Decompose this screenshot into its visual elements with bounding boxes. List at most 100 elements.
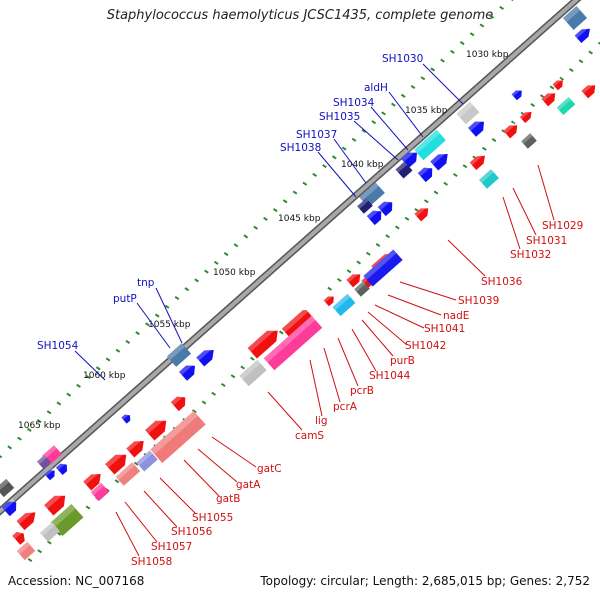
- gene-label-SH1056[interactable]: SH1056: [171, 526, 213, 538]
- gene-feature: [456, 101, 480, 125]
- gene-label-pcrA[interactable]: pcrA: [333, 401, 358, 413]
- gene-label-SH1032[interactable]: SH1032: [510, 249, 551, 261]
- scale-tick: [27, 427, 32, 432]
- scale-tick: [115, 348, 121, 353]
- gene-label-SH1058[interactable]: SH1058: [131, 556, 172, 568]
- gene-label-gatA[interactable]: gatA: [236, 479, 261, 491]
- gene-label-nadE[interactable]: nadE: [443, 310, 469, 322]
- scale-tick: [66, 392, 72, 397]
- gene-label-SH1031[interactable]: SH1031: [526, 235, 567, 247]
- scale-tick: [253, 225, 258, 230]
- scale-tick: [479, 23, 485, 28]
- gene-label-SH1042[interactable]: SH1042: [405, 340, 446, 352]
- gene-feature: [401, 148, 417, 168]
- gene-label-SH1034[interactable]: SH1034: [333, 97, 375, 109]
- gene-feature: [44, 467, 55, 481]
- scale-tick: [404, 216, 410, 221]
- gene-feature: [281, 304, 314, 340]
- scale-tick: [223, 252, 229, 257]
- scale-tick: [105, 357, 111, 362]
- gene-label-SH1029[interactable]: SH1029: [542, 220, 583, 232]
- gene-label-SH1041[interactable]: SH1041: [424, 323, 465, 335]
- scale-label: 1050 kbp: [213, 268, 256, 278]
- scale-label: 1040 kbp: [341, 160, 384, 170]
- gene-label-SH1036[interactable]: SH1036: [481, 276, 523, 288]
- gene-label-SH1054[interactable]: SH1054: [37, 340, 79, 352]
- gene-label-gatB[interactable]: gatB: [216, 493, 240, 505]
- gene-label-SH1037[interactable]: SH1037: [296, 129, 337, 141]
- scale-tick: [194, 278, 199, 283]
- gene-feature: [40, 522, 60, 542]
- scale-tick: [17, 436, 22, 441]
- gene-label-SH1030[interactable]: SH1030: [382, 53, 423, 65]
- gene-feature: [302, 287, 334, 317]
- scale-tick: [414, 207, 420, 213]
- gene-feature: [55, 460, 68, 476]
- gene-label-lig[interactable]: lig: [315, 415, 328, 427]
- scale-tick: [272, 208, 278, 213]
- gene-feature: [414, 204, 429, 222]
- scale-tick: [452, 172, 458, 178]
- gene-label-SH1044[interactable]: SH1044: [369, 370, 411, 382]
- scale-tick: [578, 59, 584, 64]
- gene-feature: [479, 169, 499, 189]
- gene-label-SH1038[interactable]: SH1038: [280, 142, 321, 154]
- gene-label-SH1057[interactable]: SH1057: [151, 541, 192, 553]
- gene-label-purB[interactable]: purB: [390, 355, 415, 367]
- scale-tick: [539, 94, 545, 99]
- scale-tick: [332, 155, 337, 160]
- gene-feature: [417, 163, 433, 183]
- gene-feature: [36, 454, 52, 470]
- scale-tick: [204, 269, 209, 274]
- scale-tick: [549, 85, 555, 90]
- leader-line: [374, 304, 425, 329]
- scale-tick: [385, 234, 391, 239]
- gene-label-putP[interactable]: putP: [113, 293, 137, 305]
- gene-label-camS[interactable]: camS: [295, 430, 324, 442]
- leader-line: [367, 311, 408, 346]
- leader-line: [143, 490, 178, 528]
- scale-tick: [371, 120, 377, 125]
- gene-label-SH1055[interactable]: SH1055: [192, 512, 233, 524]
- gene-feature: [247, 325, 278, 359]
- scale-tick: [7, 445, 13, 450]
- scale-tick: [462, 164, 468, 169]
- scale-tick: [249, 356, 255, 361]
- gene-feature: [16, 507, 36, 531]
- gene-label-gatC[interactable]: gatC: [257, 463, 282, 475]
- leader-line: [183, 459, 220, 497]
- gene-feature: [562, 6, 588, 30]
- gene-label-SH1035[interactable]: SH1035: [319, 111, 360, 123]
- gene-label-pcrB[interactable]: pcrB: [350, 385, 374, 397]
- scale-tick: [125, 339, 131, 344]
- gene-feature: [126, 436, 144, 458]
- scale-tick: [191, 409, 197, 414]
- scale-tick: [86, 375, 91, 380]
- leader-line: [211, 436, 257, 468]
- scale-tick: [243, 234, 249, 239]
- leader-line: [309, 359, 323, 417]
- scale-tick: [278, 330, 284, 335]
- leader-line: [323, 347, 341, 403]
- gene-feature: [511, 87, 522, 101]
- gene-feature: [136, 450, 158, 472]
- gene-label-SH1039[interactable]: SH1039: [458, 295, 499, 307]
- scale-tick: [0, 455, 3, 459]
- scale-tick: [391, 102, 396, 107]
- scale-tick: [499, 5, 504, 10]
- scale-tick: [240, 365, 246, 370]
- scale-tick: [85, 505, 91, 510]
- leader-line: [337, 337, 359, 387]
- scale-tick: [597, 41, 600, 45]
- gene-label-tnp[interactable]: tnp: [137, 277, 155, 289]
- genome-backbone: [0, 0, 582, 516]
- gene-feature: [469, 151, 485, 171]
- gene-label-aldH[interactable]: aldH: [364, 82, 388, 94]
- leader-line: [387, 294, 442, 316]
- scale-tick: [443, 181, 449, 186]
- scale-tick: [351, 137, 357, 142]
- scale-tick: [336, 277, 342, 283]
- gene-feature: [50, 503, 84, 537]
